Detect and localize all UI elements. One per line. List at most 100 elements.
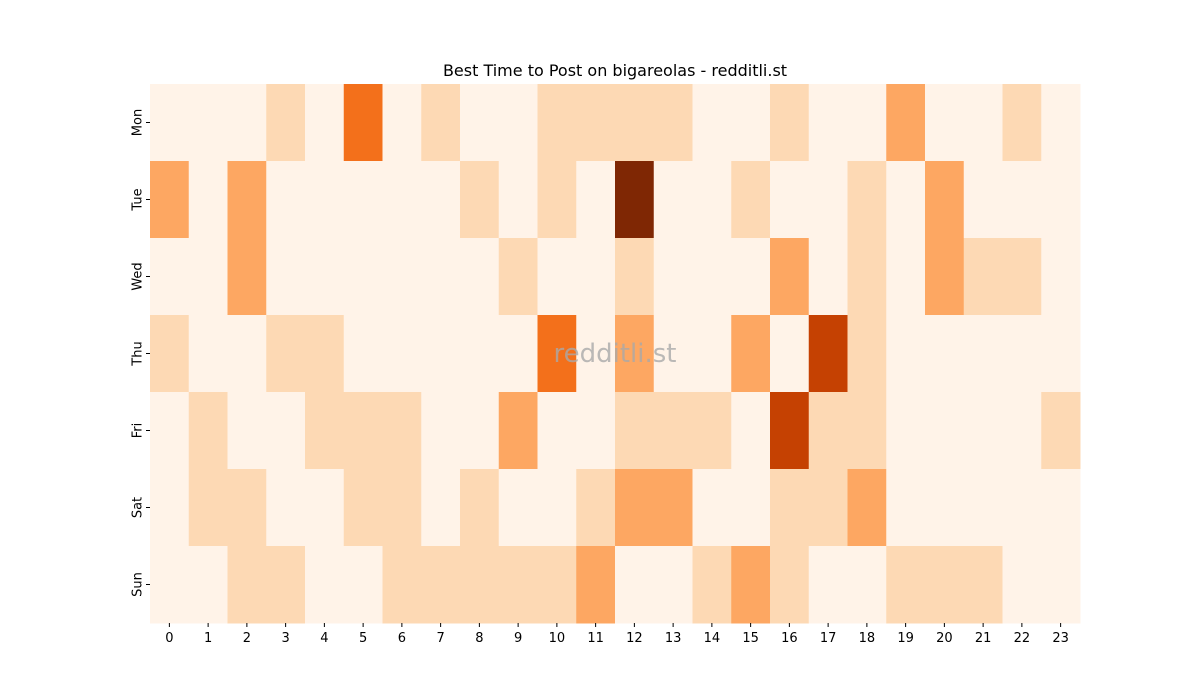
heatmap-cell-fri-19 xyxy=(886,392,926,470)
heatmap-cell-tue-14 xyxy=(692,161,732,239)
heatmap-cell-sun-19 xyxy=(886,546,926,624)
heatmap-cell-tue-4 xyxy=(305,161,345,239)
heatmap-cell-mon-6 xyxy=(382,84,422,162)
heatmap-cell-sat-5 xyxy=(343,469,383,547)
x-tick-label: 7 xyxy=(436,631,444,646)
x-tick-label: 8 xyxy=(475,631,483,646)
heatmap-cell-tue-23 xyxy=(1041,161,1081,239)
heatmap-cell-mon-1 xyxy=(188,84,228,162)
heatmap-cell-fri-15 xyxy=(731,392,771,470)
heatmap-cell-thu-5 xyxy=(343,315,383,393)
heatmap-cell-sat-19 xyxy=(886,469,926,547)
heatmap-cell-thu-4 xyxy=(305,315,345,393)
heatmap-cell-sun-4 xyxy=(305,546,345,624)
heatmap-cell-sat-13 xyxy=(653,469,693,547)
heatmap-cell-wed-23 xyxy=(1041,238,1081,316)
heatmap-cell-thu-18 xyxy=(847,315,887,393)
heatmap-cell-thu-23 xyxy=(1041,315,1081,393)
heatmap-cell-sat-15 xyxy=(731,469,771,547)
heatmap-cell-sun-22 xyxy=(1002,546,1042,624)
heatmap-cell-sun-0 xyxy=(150,546,190,624)
x-tick-label: 14 xyxy=(704,631,721,646)
heatmap-cell-mon-13 xyxy=(653,84,693,162)
heatmap-cell-tue-18 xyxy=(847,161,887,239)
heatmap-cell-wed-10 xyxy=(537,238,577,316)
x-tick-label: 0 xyxy=(165,631,173,646)
heatmap-cell-wed-7 xyxy=(421,238,461,316)
watermark-text: redditli.st xyxy=(554,339,677,369)
heatmap-cell-mon-12 xyxy=(615,84,655,162)
heatmap-cell-mon-0 xyxy=(150,84,190,162)
heatmap-cell-fri-11 xyxy=(576,392,616,470)
heatmap-cell-fri-9 xyxy=(498,392,538,470)
heatmap-cell-thu-8 xyxy=(460,315,500,393)
heatmap-cell-mon-15 xyxy=(731,84,771,162)
heatmap-cell-sun-12 xyxy=(615,546,655,624)
heatmap-cell-thu-16 xyxy=(770,315,810,393)
heatmap-cell-sun-15 xyxy=(731,546,771,624)
heatmap-cell-tue-21 xyxy=(963,161,1003,239)
heatmap-cell-sat-0 xyxy=(150,469,190,547)
x-tick-label: 3 xyxy=(281,631,289,646)
heatmap-cell-sat-22 xyxy=(1002,469,1042,547)
heatmap-cell-sat-9 xyxy=(498,469,538,547)
heatmap-cell-tue-5 xyxy=(343,161,383,239)
heatmap-cell-tue-9 xyxy=(498,161,538,239)
heatmap-cell-fri-1 xyxy=(188,392,228,470)
heatmap-cell-thu-21 xyxy=(963,315,1003,393)
heatmap-cell-sat-12 xyxy=(615,469,655,547)
x-tick-label: 18 xyxy=(859,631,876,646)
y-tick-label: Tue xyxy=(131,188,146,211)
heatmap-cell-sat-16 xyxy=(770,469,810,547)
heatmap-cell-thu-7 xyxy=(421,315,461,393)
heatmap-cell-mon-20 xyxy=(925,84,965,162)
heatmap-cell-thu-22 xyxy=(1002,315,1042,393)
heatmap-cell-thu-20 xyxy=(925,315,965,393)
heatmap-cell-thu-0 xyxy=(150,315,190,393)
heatmap-cell-sat-21 xyxy=(963,469,1003,547)
heatmap-cell-wed-19 xyxy=(886,238,926,316)
heatmap-cell-sun-18 xyxy=(847,546,887,624)
heatmap-cell-mon-16 xyxy=(770,84,810,162)
heatmap-cell-sat-23 xyxy=(1041,469,1081,547)
heatmap-cell-mon-2 xyxy=(227,84,267,162)
heatmap-cell-wed-15 xyxy=(731,238,771,316)
heatmap-cell-sun-23 xyxy=(1041,546,1081,624)
x-tick-label: 4 xyxy=(320,631,328,646)
heatmap-cell-fri-13 xyxy=(653,392,693,470)
heatmap-cell-sun-17 xyxy=(808,546,848,624)
heatmap-cell-wed-18 xyxy=(847,238,887,316)
heatmap-cell-mon-7 xyxy=(421,84,461,162)
x-tick-label: 6 xyxy=(398,631,406,646)
heatmap-cell-fri-10 xyxy=(537,392,577,470)
x-tick-label: 1 xyxy=(204,631,212,646)
heatmap-cell-sun-9 xyxy=(498,546,538,624)
x-tick-label: 5 xyxy=(359,631,367,646)
heatmap-cell-wed-0 xyxy=(150,238,190,316)
heatmap-cell-sat-11 xyxy=(576,469,616,547)
heatmap-cell-fri-6 xyxy=(382,392,422,470)
heatmap-cell-mon-3 xyxy=(266,84,306,162)
heatmap-cell-tue-7 xyxy=(421,161,461,239)
x-tick-label: 16 xyxy=(781,631,798,646)
heatmap-cell-fri-0 xyxy=(150,392,190,470)
x-tick-label: 23 xyxy=(1052,631,1069,646)
heatmap-cell-thu-3 xyxy=(266,315,306,393)
x-tick-label: 9 xyxy=(514,631,522,646)
heatmap-cell-thu-19 xyxy=(886,315,926,393)
heatmap-cell-tue-6 xyxy=(382,161,422,239)
heatmap-cell-fri-3 xyxy=(266,392,306,470)
x-tick-label: 12 xyxy=(626,631,643,646)
heatmap-cell-fri-18 xyxy=(847,392,887,470)
heatmap-cell-thu-12 xyxy=(615,315,655,393)
heatmap-cell-wed-14 xyxy=(692,238,732,316)
heatmap-cell-fri-22 xyxy=(1002,392,1042,470)
heatmap-cell-wed-5 xyxy=(343,238,383,316)
heatmap-cell-thu-10 xyxy=(537,315,577,393)
x-tick-label: 2 xyxy=(243,631,251,646)
heatmap-cell-wed-8 xyxy=(460,238,500,316)
heatmap-cell-sat-17 xyxy=(808,469,848,547)
heatmap-cell-tue-8 xyxy=(460,161,500,239)
heatmap-cell-sat-7 xyxy=(421,469,461,547)
